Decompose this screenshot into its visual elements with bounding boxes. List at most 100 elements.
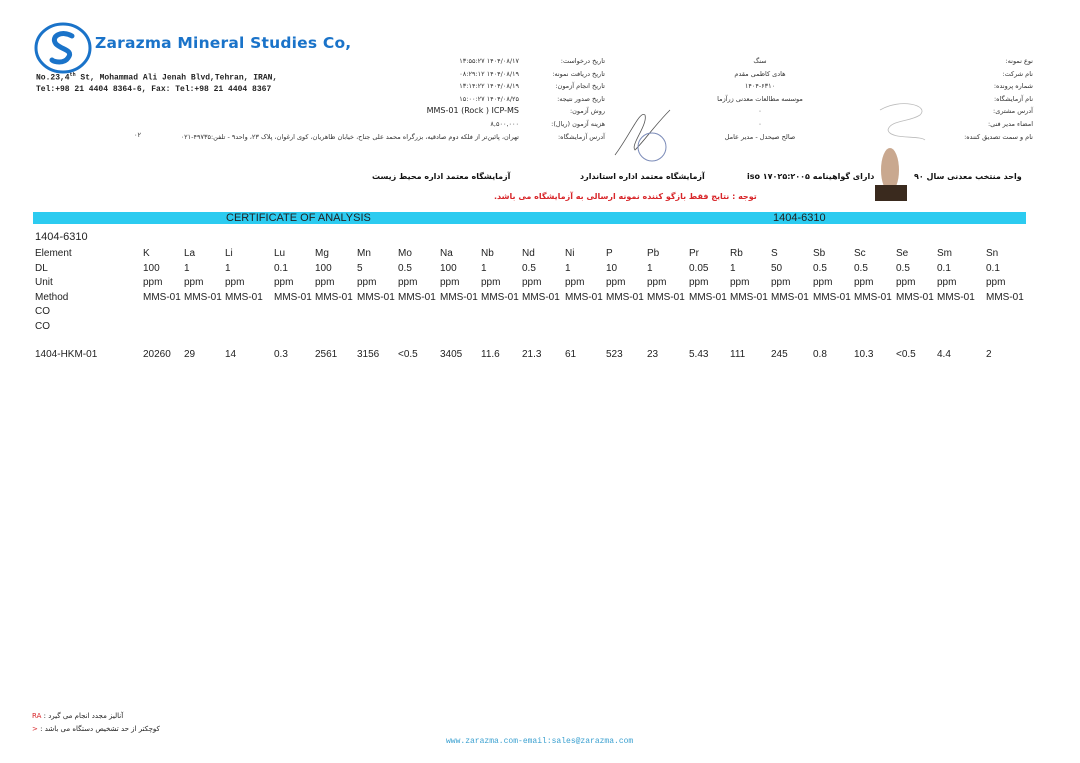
info-value: صالح صیحدل - مدیر عامل xyxy=(724,132,796,141)
table-cell-unit: ppm xyxy=(730,277,750,288)
table-cell-method: MMS-01 xyxy=(225,292,263,303)
table-cell-method: MMS-01 xyxy=(854,292,892,303)
zarazma-logo-icon xyxy=(34,22,92,74)
table-cell-dl: 0.1 xyxy=(274,263,288,274)
table-cell-dl: 0.5 xyxy=(522,263,536,274)
sample-value: 0.3 xyxy=(274,349,288,360)
table-cell-dl: 0.5 xyxy=(398,263,412,274)
table-cell-elements: Mg xyxy=(315,248,329,259)
sample-value: 2561 xyxy=(315,349,338,360)
info-label: آدرس مشتری: xyxy=(993,107,1033,116)
footer-lt-note: کوچکتر از حد تشخیص دستگاه می باشد : < xyxy=(32,725,160,733)
table-cell-method: MMS-01 xyxy=(730,292,768,303)
mining-unit-banner: واحد منتخب معدنی سال ۹۰ xyxy=(914,172,1022,181)
signature-stamp-icon xyxy=(614,109,671,162)
table-cell-method: MMS-01 xyxy=(986,292,1024,303)
table-cell-unit: ppm xyxy=(522,277,542,288)
table-cell-method: MMS-01 xyxy=(896,292,934,303)
table-cell-dl: 1 xyxy=(225,263,231,274)
table-cell-dl: 0.5 xyxy=(854,263,868,274)
table-cell-elements: Mo xyxy=(398,248,412,259)
table-cell-unit: ppm xyxy=(689,277,709,288)
table-cell-method: MMS-01 xyxy=(565,292,603,303)
table-cell-dl: 0.1 xyxy=(986,263,1000,274)
info-value: موسسه مطالعات معدنی زرآزما xyxy=(717,94,803,103)
info-value: ۱۴۰۴/۰۸/۱۹ ۱۳:۱۴:۲۲ xyxy=(459,82,519,91)
info-label: نام شرکت: xyxy=(1002,69,1033,78)
sample-value: <0.5 xyxy=(398,349,418,360)
table-cell-elements: Lu xyxy=(274,248,286,259)
table-cell-elements: La xyxy=(184,248,196,259)
table-cell-unit: ppm xyxy=(225,277,245,288)
table-cell-method: MMS-01 xyxy=(689,292,727,303)
info-label: روش آزمون: xyxy=(569,107,605,116)
sample-value: 111 xyxy=(730,349,746,360)
sample-value: 10.3 xyxy=(854,349,874,360)
table-cell-method: MMS-01 xyxy=(937,292,975,303)
sample-value: <0.5 xyxy=(896,349,916,360)
info-label: هزینه آزمون (ریال): xyxy=(551,120,605,128)
table-cell-dl: 1 xyxy=(481,263,487,274)
table-cell-method: MMS-01 xyxy=(771,292,809,303)
table-cell-dl: 100 xyxy=(315,263,332,274)
table-cell-unit: ppm xyxy=(647,277,667,288)
table-cell-dl: 1 xyxy=(730,263,736,274)
sample-value: 5.43 xyxy=(689,349,709,360)
table-cell-method: MMS-01 xyxy=(184,292,222,303)
sample-id: 1404-HKM-01 xyxy=(35,349,98,360)
table-cell-unit: ppm xyxy=(813,277,833,288)
sample-value: 4.4 xyxy=(937,349,951,360)
row-label: Method xyxy=(35,292,69,303)
table-cell-unit: ppm xyxy=(606,277,626,288)
info-value: ۱۴۰۴/۰۸/۲۵ ۱۵:۰۰:۲۷ xyxy=(459,94,519,103)
row-label: CO xyxy=(35,321,50,332)
table-cell-dl: 1 xyxy=(565,263,571,274)
info-label: تاریخ انجام آزمون: xyxy=(555,82,605,91)
table-cell-method: MMS-01 xyxy=(357,292,395,303)
table-cell-unit: ppm xyxy=(184,277,204,288)
table-cell-method: MMS-01 xyxy=(143,292,181,303)
info-label: امضاء مدیر فنی: xyxy=(987,120,1033,128)
table-cell-dl: 5 xyxy=(357,263,363,274)
certificate-title-bar: CERTIFICATE OF ANALYSIS 1404-6310 xyxy=(33,212,1026,224)
table-cell-elements: Ni xyxy=(565,248,575,259)
sample-value: 21.3 xyxy=(522,349,542,360)
table-cell-method: MMS-01 xyxy=(647,292,685,303)
info-value: ۱۴۰۴-۶۳۱۰ xyxy=(744,82,776,91)
ra-text: آنالیز مجدد انجام می گیرد : xyxy=(43,712,124,720)
standard-lab-banner: آزمایشگاه معتمد اداره استاندارد xyxy=(580,172,705,181)
info-value: MMS-01 (Rock ) ICP-MS xyxy=(426,106,519,116)
iso-banner: دارای گواهینامه iso ۱۷۰۲۵:۲۰۰۵ xyxy=(747,172,875,181)
table-cell-unit: ppm xyxy=(143,277,163,288)
table-cell-method: MMS-01 xyxy=(274,292,312,303)
lt-code: < xyxy=(32,725,38,733)
info-label: شماره پرونده: xyxy=(993,82,1033,91)
table-cell-unit: ppm xyxy=(398,277,418,288)
info-value: ۰ xyxy=(758,120,762,128)
footer-ra-note: آنالیز مجدد انجام می گیرد : RA xyxy=(32,712,123,720)
sample-value: 61 xyxy=(565,349,577,360)
sample-value: 523 xyxy=(606,349,623,360)
table-cell-dl: 0.5 xyxy=(813,263,827,274)
table-cell-dl: 50 xyxy=(771,263,783,274)
lt-text: کوچکتر از حد تشخیص دستگاه می باشد : xyxy=(40,725,160,733)
table-cell-dl: 10 xyxy=(606,263,618,274)
certificate-number: 1404-6310 xyxy=(773,212,826,224)
table-cell-elements: Sb xyxy=(813,248,826,259)
footer-website[interactable]: www.zarazma.com-email:sales@zarazma.com xyxy=(446,737,634,746)
table-cell-unit: ppm xyxy=(937,277,957,288)
certificate-title: CERTIFICATE OF ANALYSIS xyxy=(226,212,371,224)
table-cell-dl: 100 xyxy=(143,263,160,274)
sample-value: 3156 xyxy=(357,349,380,360)
table-cell-dl: 0.1 xyxy=(937,263,951,274)
table-cell-elements: K xyxy=(143,248,150,259)
info-label: نام و سمت تصدیق کننده: xyxy=(964,132,1033,141)
sample-value: 29 xyxy=(184,349,196,360)
table-cell-dl: 0.5 xyxy=(896,263,910,274)
table-cell-method: MMS-01 xyxy=(398,292,436,303)
table-cell-unit: ppm xyxy=(440,277,460,288)
info-label: تاریخ دریافت نمونه: xyxy=(552,69,605,78)
environment-lab-banner: آزمایشگاه معتمد اداره محیط زیست xyxy=(372,172,511,181)
table-cell-method: MMS-01 xyxy=(522,292,560,303)
